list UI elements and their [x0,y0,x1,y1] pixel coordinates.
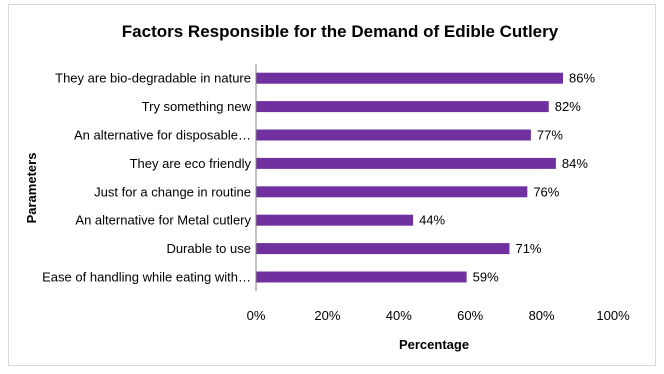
category-label: An alternative for Metal cutlery [75,213,251,228]
x-tick-label: 100% [596,308,630,323]
category-label: They are eco friendly [130,156,252,171]
y-axis-title: Parameters [24,153,39,224]
x-tick-label: 80% [529,308,555,323]
bars-group [256,72,564,283]
category-label: An alternative for disposable… [74,128,251,143]
x-tick-labels: 0% 20% 40% 60% 80% 100% [247,308,630,323]
x-tick-label: 0% [247,308,266,323]
data-label: 86% [569,71,595,86]
category-label: They are bio-degradable in nature [55,71,251,86]
data-label: 59% [473,270,499,285]
data-label: 76% [533,184,559,199]
bar [256,72,564,84]
bar [256,214,414,226]
bar [256,129,531,141]
data-labels: 86% 82% 77% 84%76% 44% 71% 59% [419,71,595,285]
data-label: 71% [515,241,541,256]
chart-title: Factors Responsible for the Demand of Ed… [122,22,559,41]
category-labels: They are bio-degradable in nature Try som… [42,71,251,285]
chart-frame [8,4,656,366]
x-tick-label: 60% [457,308,483,323]
x-axis-title: Percentage [399,337,469,352]
x-tick-label: 40% [386,308,412,323]
bar [256,101,549,113]
x-tick-label: 20% [314,308,340,323]
category-label: Ease of handling while eating with… [42,270,251,285]
bar [256,186,528,198]
data-label: 77% [537,128,563,143]
bar [256,243,510,255]
bar [256,271,467,283]
data-label: 82% [555,99,581,114]
bar [256,157,556,169]
category-label: Try something new [142,99,252,114]
category-label: Just for a change in routine [94,184,251,199]
data-label: 44% [419,213,445,228]
data-label: 84% [562,156,588,171]
category-label: Durable to use [166,241,251,256]
